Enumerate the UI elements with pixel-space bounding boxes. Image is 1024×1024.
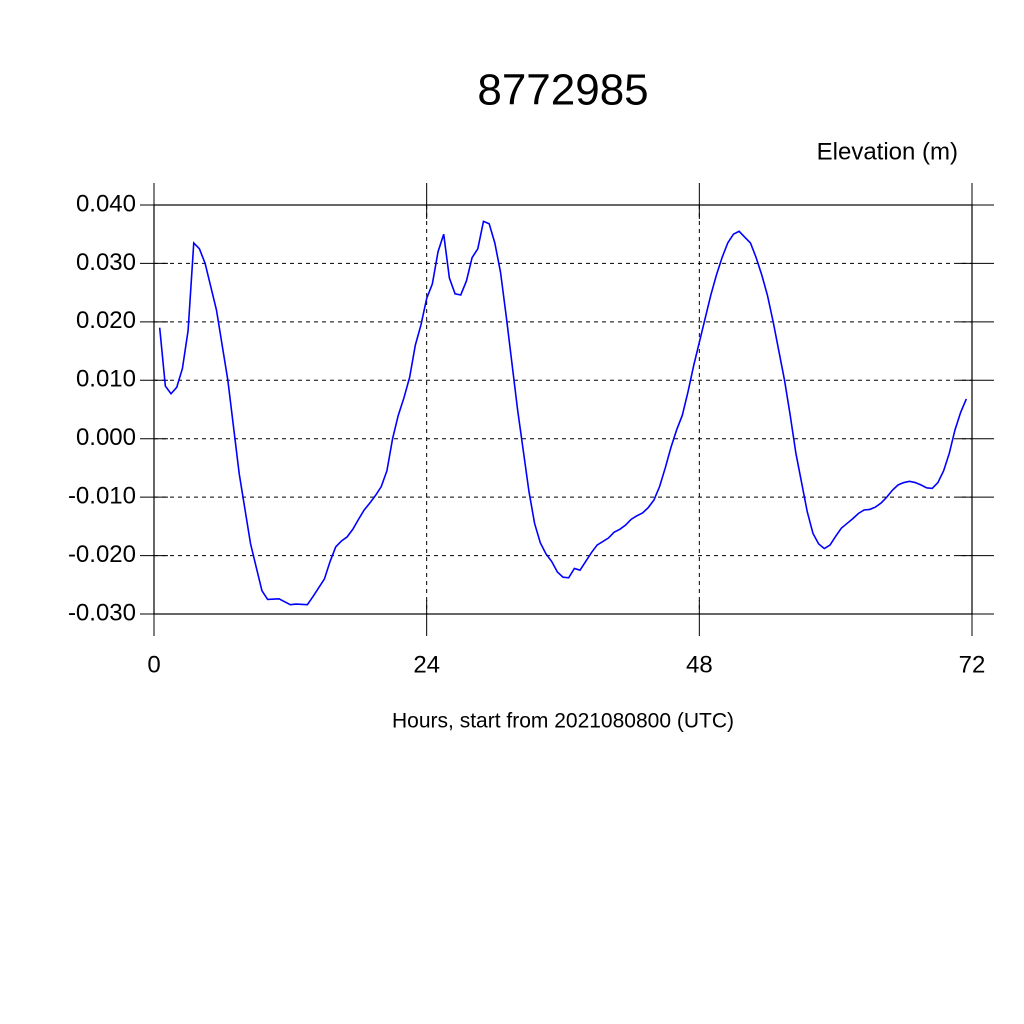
chart-title: 8772985: [477, 66, 648, 115]
plot-frame: [153, 204, 973, 615]
y-tick-label: 0.040: [76, 190, 136, 217]
x-tick-label: 72: [959, 651, 986, 678]
x-axis-label: Hours, start from 2021080800 (UTC): [392, 710, 734, 733]
y-tick-label: 0.010: [76, 366, 136, 393]
series-line: [158, 220, 968, 606]
x-tick-label: 48: [686, 651, 713, 678]
y-axis-label: Elevation (m): [817, 138, 958, 165]
y-tick-label: -0.010: [68, 482, 136, 509]
x-tick-label: 0: [147, 651, 160, 678]
y-tick-label: 0.000: [76, 424, 136, 451]
y-tick-label: 0.020: [76, 307, 136, 334]
x-tick-label: 24: [413, 651, 440, 678]
y-tick-label: -0.030: [68, 599, 136, 626]
y-tick-label: -0.020: [68, 541, 136, 568]
y-tick-label: 0.030: [76, 249, 136, 276]
